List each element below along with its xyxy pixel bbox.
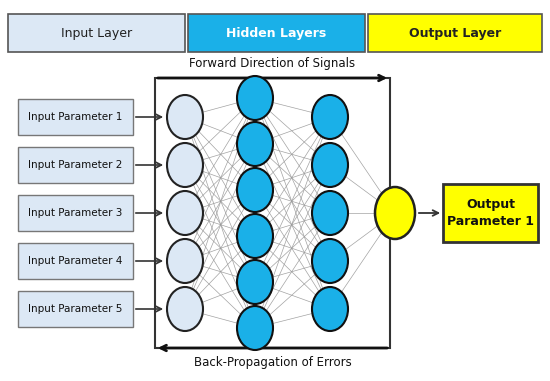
FancyBboxPatch shape xyxy=(18,99,133,135)
Ellipse shape xyxy=(375,187,415,239)
Ellipse shape xyxy=(167,95,203,139)
Text: Forward Direction of Signals: Forward Direction of Signals xyxy=(189,57,355,70)
Ellipse shape xyxy=(312,239,348,283)
FancyBboxPatch shape xyxy=(443,184,538,242)
Ellipse shape xyxy=(312,143,348,187)
Text: Input Parameter 4: Input Parameter 4 xyxy=(28,256,123,266)
Ellipse shape xyxy=(237,76,273,120)
Ellipse shape xyxy=(167,191,203,235)
Text: Input Parameter 3: Input Parameter 3 xyxy=(28,208,123,218)
Text: Back-Propagation of Errors: Back-Propagation of Errors xyxy=(194,356,351,369)
FancyBboxPatch shape xyxy=(368,14,542,52)
Text: Input Layer: Input Layer xyxy=(61,27,132,40)
FancyBboxPatch shape xyxy=(18,147,133,183)
Ellipse shape xyxy=(312,287,348,331)
Text: Input Parameter 1: Input Parameter 1 xyxy=(28,112,123,122)
FancyBboxPatch shape xyxy=(8,14,185,52)
Ellipse shape xyxy=(237,214,273,258)
FancyBboxPatch shape xyxy=(18,195,133,231)
Ellipse shape xyxy=(167,143,203,187)
Ellipse shape xyxy=(237,168,273,212)
Ellipse shape xyxy=(167,239,203,283)
Ellipse shape xyxy=(237,122,273,166)
Text: Output
Parameter 1: Output Parameter 1 xyxy=(447,198,534,228)
Ellipse shape xyxy=(237,260,273,304)
Bar xyxy=(155,78,390,348)
Text: Input Parameter 2: Input Parameter 2 xyxy=(28,160,123,170)
Ellipse shape xyxy=(312,95,348,139)
Ellipse shape xyxy=(312,191,348,235)
Ellipse shape xyxy=(237,306,273,350)
FancyBboxPatch shape xyxy=(188,14,365,52)
Text: Output Layer: Output Layer xyxy=(409,27,501,40)
Text: Hidden Layers: Hidden Layers xyxy=(227,27,327,40)
Text: Input Parameter 5: Input Parameter 5 xyxy=(28,304,123,314)
Ellipse shape xyxy=(167,287,203,331)
FancyBboxPatch shape xyxy=(18,243,133,279)
FancyBboxPatch shape xyxy=(18,291,133,327)
